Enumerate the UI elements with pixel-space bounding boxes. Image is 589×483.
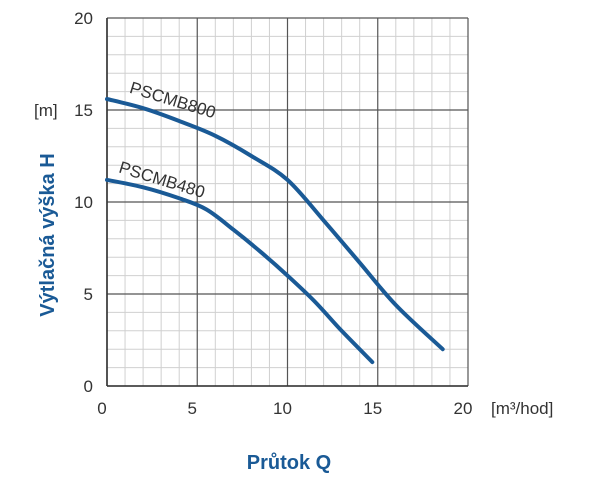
series-line-pscmb800 xyxy=(105,97,445,352)
y-tick-label: 5 xyxy=(84,285,93,304)
x-tick-label: 5 xyxy=(188,399,197,418)
x-tick-label: 20 xyxy=(454,399,473,418)
x-tick-labels: 0 5 10 15 20 xyxy=(97,399,472,418)
x-tick-label: 0 xyxy=(97,399,106,418)
y-tick-label: 20 xyxy=(74,9,93,28)
major-grid xyxy=(106,17,469,387)
series-line-pscmb480 xyxy=(105,177,375,365)
x-axis-title: Průtok Q xyxy=(247,452,331,474)
series-label-pscmb800: PSCMB800 xyxy=(127,78,218,122)
series-label-pscmb480: PSCMB480 xyxy=(117,158,208,202)
x-tick-label: 15 xyxy=(363,399,382,418)
y-tick-labels: 0 5 10 15 20 xyxy=(74,9,93,396)
series-layer xyxy=(105,97,445,365)
y-tick-label: 15 xyxy=(74,101,93,120)
y-tick-label: 0 xyxy=(84,377,93,396)
y-unit-label: [m] xyxy=(34,101,58,120)
y-tick-label: 10 xyxy=(74,193,93,212)
x-unit-label: [m³/hod] xyxy=(491,399,553,418)
x-tick-label: 10 xyxy=(273,399,292,418)
y-axis-title: Výtlačná výška H xyxy=(37,153,59,316)
